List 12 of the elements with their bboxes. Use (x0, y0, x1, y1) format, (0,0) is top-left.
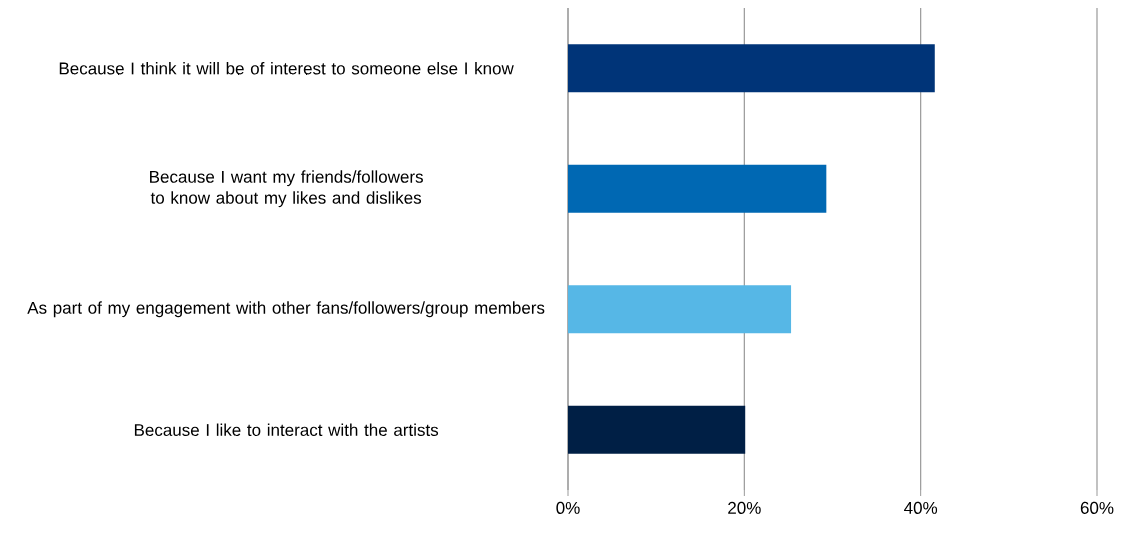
x-tick-label: 20% (728, 501, 761, 514)
x-tick-label: 0% (556, 501, 580, 514)
y-tick-label: Because I want my friends/followers to know about my likes and dislikes (150, 170, 423, 208)
x-tick-label: 60% (1080, 501, 1114, 514)
x-tick-label: 40% (904, 501, 938, 514)
y-tick-label: Because I think it will be of interest to someone else I know (59, 62, 514, 75)
y-tick-label: Because I like to interact with the artists (134, 423, 439, 436)
bar (568, 285, 792, 334)
bar (568, 164, 827, 213)
bar (568, 405, 746, 454)
bar (568, 44, 935, 93)
y-tick-label: As part of my engagement with other fans/followers/group members (27, 301, 545, 318)
